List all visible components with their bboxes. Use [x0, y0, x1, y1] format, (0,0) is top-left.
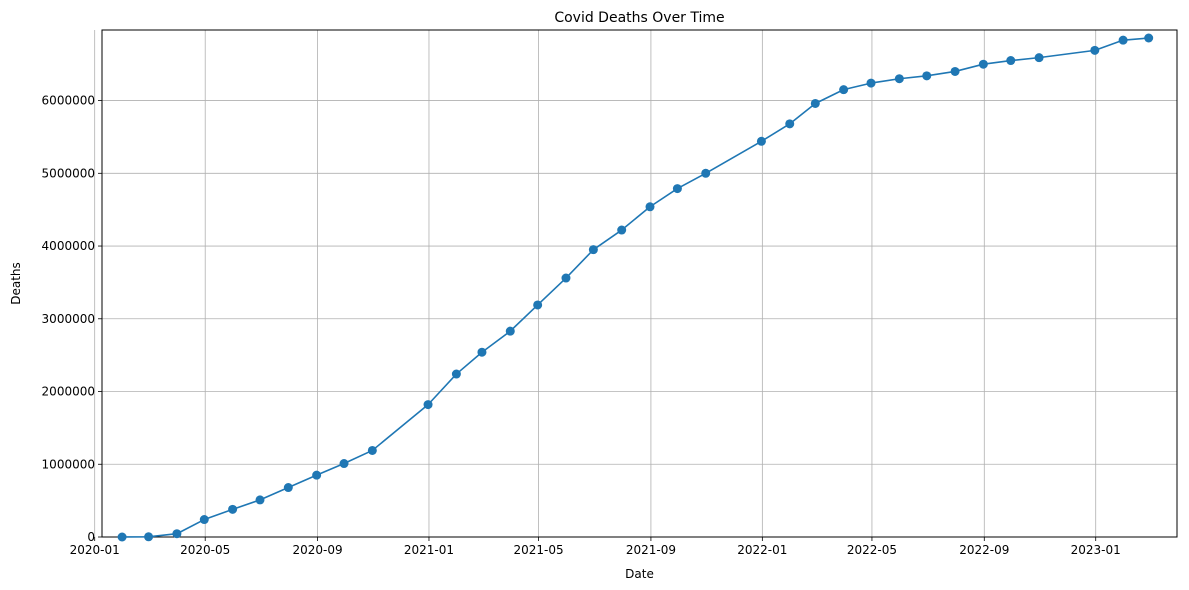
- x-axis-title: Date: [625, 567, 654, 581]
- x-tick-label: 2021-05: [514, 543, 564, 557]
- x-tick-label: 2021-09: [626, 543, 676, 557]
- data-point: [866, 78, 876, 88]
- data-point: [645, 202, 655, 212]
- data-point: [701, 168, 711, 178]
- data-point: [144, 532, 154, 542]
- data-point: [451, 369, 461, 379]
- data-point: [228, 504, 238, 514]
- x-tick-label: 2022-05: [847, 543, 897, 557]
- data-point: [367, 445, 377, 455]
- data-point: [312, 470, 322, 480]
- data-point: [894, 74, 904, 84]
- data-point: [839, 85, 849, 95]
- y-tick-label: 1000000: [42, 457, 95, 471]
- plot-frame: [101, 29, 1178, 538]
- x-tick-label: 2022-09: [959, 543, 1009, 557]
- data-point: [617, 225, 627, 235]
- x-tick-label: 2020-09: [292, 543, 342, 557]
- data-point: [950, 66, 960, 76]
- data-point: [756, 136, 766, 146]
- data-point: [672, 184, 682, 194]
- data-point: [1034, 53, 1044, 63]
- data-point: [533, 300, 543, 310]
- data-point: [117, 532, 127, 542]
- data-point: [810, 98, 820, 108]
- y-tick-label: 2000000: [42, 385, 95, 399]
- data-point: [255, 495, 265, 505]
- data-point: [588, 245, 598, 255]
- data-point: [283, 483, 293, 493]
- y-axis-title: Deaths: [9, 262, 23, 305]
- y-axis: 0 1000000 2000000 3000000 4000000 5000000 6000…: [42, 94, 102, 544]
- data-point: [1006, 56, 1016, 66]
- data-point: [785, 119, 795, 129]
- data-point: [1118, 35, 1128, 45]
- x-tick-label: 2020-01: [70, 543, 120, 557]
- data-point: [978, 59, 988, 69]
- y-tick-label: 5000000: [42, 166, 95, 180]
- chart-title: Covid Deaths Over Time: [554, 10, 724, 26]
- data-point: [1090, 45, 1100, 55]
- data-point: [172, 529, 182, 539]
- data-series: [117, 33, 1154, 542]
- data-point: [561, 273, 571, 283]
- x-tick-label: 2023-01: [1071, 543, 1121, 557]
- data-point: [477, 347, 487, 357]
- y-tick-label: 0: [87, 530, 95, 544]
- x-axis: 2020-01 2020-05 2020-09 2021-01 2021-05 2021-…: [70, 537, 1121, 557]
- y-tick-label: 3000000: [42, 312, 95, 326]
- data-point: [1144, 33, 1154, 43]
- data-point: [423, 400, 433, 410]
- y-tick-label: 4000000: [42, 239, 95, 253]
- data-point: [922, 71, 932, 81]
- y-tick-label: 6000000: [42, 94, 95, 108]
- data-point: [339, 459, 349, 469]
- data-point: [505, 326, 515, 336]
- data-point: [199, 515, 209, 525]
- x-tick-label: 2021-01: [404, 543, 454, 557]
- x-tick-label: 2022-01: [737, 543, 787, 557]
- x-tick-label: 2020-05: [180, 543, 230, 557]
